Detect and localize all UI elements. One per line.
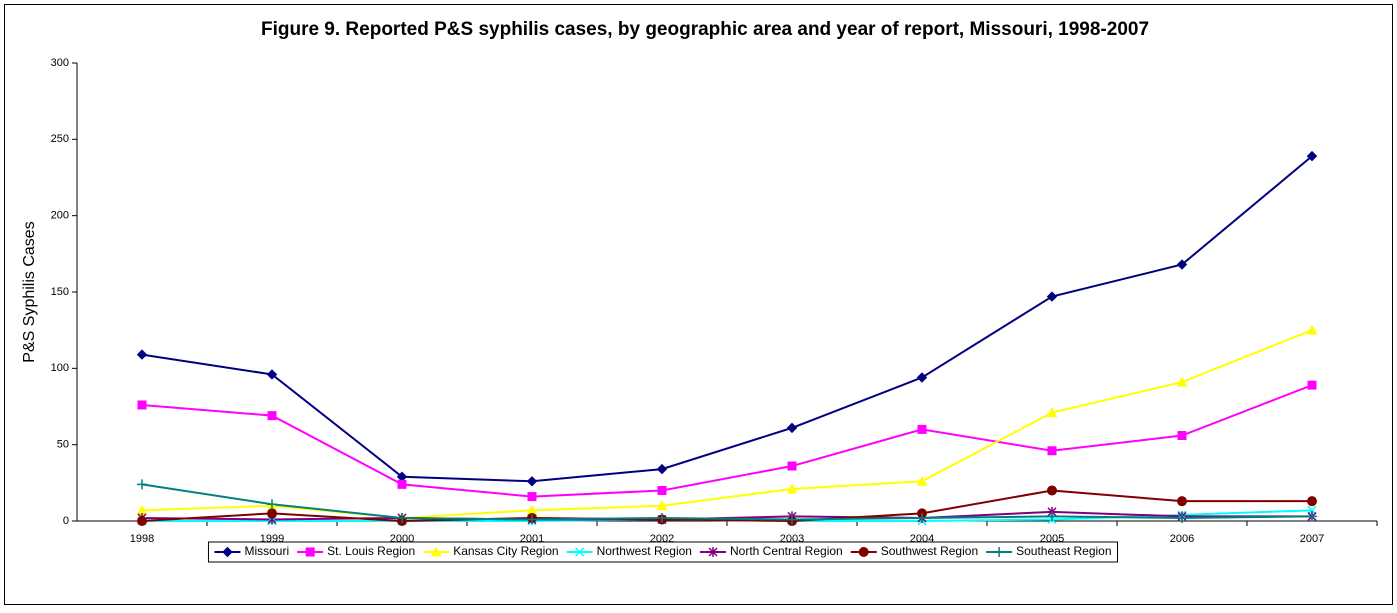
legend-item: Missouri <box>214 544 289 558</box>
marker <box>657 485 667 495</box>
marker <box>1306 324 1318 335</box>
marker <box>1307 496 1317 507</box>
series-line <box>141 483 1313 521</box>
legend-box <box>207 541 1119 563</box>
marker <box>267 508 277 519</box>
marker <box>656 463 668 475</box>
marker <box>1307 511 1317 522</box>
marker <box>137 516 147 526</box>
legend-text: St. Louis Region <box>327 544 415 558</box>
marker <box>1307 380 1317 390</box>
marker <box>1046 407 1058 418</box>
marker <box>222 546 233 558</box>
marker <box>786 483 798 494</box>
marker <box>916 372 928 383</box>
legend-text: Missouri <box>244 544 289 558</box>
legend-item: Kansas City Region <box>423 544 559 558</box>
y-tick-label: 150 <box>51 286 69 298</box>
marker <box>916 475 928 486</box>
marker <box>526 476 538 487</box>
marker <box>1177 431 1187 441</box>
marker <box>137 479 147 490</box>
legend-text: North Central Region <box>730 544 843 558</box>
marker <box>656 500 668 511</box>
x-tick-label: 1998 <box>130 533 154 545</box>
marker <box>994 547 1005 557</box>
marker <box>267 499 277 510</box>
y-tick-label: 0 <box>63 515 69 527</box>
marker <box>1177 496 1187 507</box>
marker <box>858 547 869 557</box>
x-tick-label: 2007 <box>1300 533 1324 545</box>
legend-text: Kansas City Region <box>453 544 558 558</box>
marker <box>137 400 147 410</box>
marker <box>786 422 798 434</box>
marker <box>305 547 315 557</box>
y-tick-label: 250 <box>51 133 69 145</box>
marker <box>1306 150 1318 162</box>
marker <box>1176 376 1188 387</box>
legend: Missouri St. Louis Region Kansas City Regi… <box>207 541 1119 563</box>
marker <box>397 479 407 489</box>
series-line <box>141 489 1312 523</box>
y-axis-label: P&S Syphilis Cases <box>21 221 38 362</box>
marker <box>136 349 148 360</box>
x-tick-label: 2006 <box>1170 533 1194 545</box>
marker <box>1047 485 1057 496</box>
legend-text: Southwest Region <box>881 544 978 558</box>
marker <box>1046 291 1058 302</box>
legend-item: Southwest Region <box>850 544 978 558</box>
marker <box>397 512 407 523</box>
legend-item: St. Louis Region <box>297 544 415 558</box>
y-tick-label: 100 <box>51 362 69 374</box>
chart-title: Figure 9. Reported P&S syphilis cases, b… <box>261 19 1149 40</box>
y-tick-label: 300 <box>51 57 69 69</box>
marker <box>917 424 927 434</box>
marker <box>708 547 718 557</box>
marker <box>1047 446 1057 456</box>
marker <box>527 514 537 525</box>
y-tick-label: 200 <box>51 210 69 222</box>
marker <box>787 514 797 525</box>
series-line <box>141 155 1313 483</box>
legend-item: North Central Region <box>699 544 843 558</box>
marker <box>267 411 277 421</box>
y-tick-label: 50 <box>57 439 69 451</box>
marker <box>1177 512 1187 523</box>
series-line <box>141 384 1313 498</box>
marker <box>527 492 537 502</box>
marker <box>575 547 585 557</box>
marker <box>430 546 442 557</box>
legend-text: Northwest Region <box>597 544 692 558</box>
marker <box>1047 511 1057 522</box>
legend-text: Southeast Region <box>1016 544 1111 558</box>
marker <box>1176 259 1188 270</box>
chart-frame <box>4 4 1393 605</box>
legend-item: Southeast Region <box>986 544 1112 558</box>
legend-item: Northwest Region <box>566 544 692 558</box>
marker <box>266 369 278 380</box>
marker <box>787 461 797 471</box>
marker <box>917 512 927 523</box>
marker <box>657 512 667 523</box>
